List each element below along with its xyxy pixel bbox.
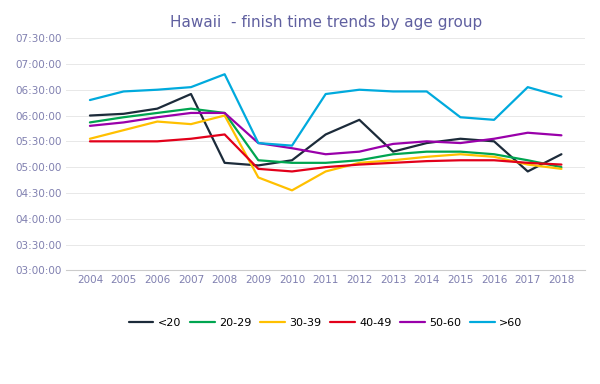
50-60	[423, 139, 430, 144]
<20	[86, 113, 94, 118]
20-29	[154, 111, 161, 115]
50-60	[255, 141, 262, 146]
20-29	[558, 165, 565, 169]
<20	[457, 136, 464, 141]
50-60	[187, 111, 194, 115]
50-60	[558, 133, 565, 137]
Line: 50-60: 50-60	[90, 113, 562, 154]
20-29	[423, 149, 430, 154]
>60	[558, 94, 565, 99]
30-39	[255, 175, 262, 180]
20-29	[255, 158, 262, 162]
>60	[187, 85, 194, 89]
40-49	[154, 139, 161, 144]
30-39	[154, 119, 161, 124]
30-39	[322, 169, 329, 174]
40-49	[356, 162, 363, 167]
50-60	[221, 111, 228, 115]
30-39	[356, 161, 363, 165]
20-29	[221, 111, 228, 115]
50-60	[289, 146, 296, 151]
50-60	[356, 149, 363, 154]
<20	[322, 132, 329, 137]
>60	[423, 89, 430, 94]
30-39	[289, 188, 296, 193]
50-60	[154, 115, 161, 119]
50-60	[120, 120, 127, 125]
Legend: <20, 20-29, 30-39, 40-49, 50-60, >60: <20, 20-29, 30-39, 40-49, 50-60, >60	[125, 313, 527, 332]
20-29	[322, 161, 329, 165]
20-29	[389, 152, 397, 157]
20-29	[457, 149, 464, 154]
50-60	[86, 124, 94, 128]
40-49	[389, 161, 397, 165]
40-49	[120, 139, 127, 144]
40-49	[86, 139, 94, 144]
30-39	[120, 128, 127, 132]
50-60	[490, 136, 497, 141]
50-60	[524, 131, 532, 135]
40-49	[289, 169, 296, 174]
40-49	[524, 161, 532, 165]
50-60	[322, 152, 329, 157]
>60	[289, 143, 296, 148]
20-29	[120, 115, 127, 119]
<20	[221, 161, 228, 165]
Line: >60: >60	[90, 74, 562, 146]
20-29	[490, 152, 497, 157]
30-39	[389, 158, 397, 162]
20-29	[524, 158, 532, 162]
40-49	[558, 162, 565, 167]
<20	[187, 92, 194, 96]
>60	[389, 89, 397, 94]
>60	[490, 118, 497, 122]
<20	[154, 106, 161, 111]
40-49	[322, 165, 329, 169]
40-49	[490, 158, 497, 162]
>60	[457, 115, 464, 119]
50-60	[389, 142, 397, 146]
<20	[120, 111, 127, 116]
Title: Hawaii  - finish time trends by age group: Hawaii - finish time trends by age group	[170, 15, 482, 30]
>60	[120, 89, 127, 94]
20-29	[356, 158, 363, 162]
30-39	[558, 167, 565, 171]
30-39	[524, 162, 532, 167]
<20	[490, 139, 497, 144]
Line: 30-39: 30-39	[90, 116, 562, 190]
20-29	[86, 120, 94, 125]
<20	[255, 163, 262, 168]
>60	[524, 85, 532, 89]
20-29	[187, 106, 194, 111]
<20	[289, 158, 296, 162]
Line: 20-29: 20-29	[90, 109, 562, 167]
<20	[423, 141, 430, 146]
<20	[356, 118, 363, 122]
40-49	[187, 136, 194, 141]
>60	[221, 72, 228, 76]
30-39	[490, 154, 497, 159]
>60	[322, 92, 329, 96]
>60	[86, 98, 94, 103]
30-39	[221, 113, 228, 118]
Line: 40-49: 40-49	[90, 134, 562, 171]
30-39	[86, 136, 94, 141]
40-49	[423, 159, 430, 164]
50-60	[457, 141, 464, 146]
40-49	[255, 167, 262, 171]
40-49	[221, 132, 228, 137]
>60	[255, 141, 262, 146]
30-39	[457, 152, 464, 157]
>60	[154, 88, 161, 92]
<20	[558, 152, 565, 157]
30-39	[187, 122, 194, 126]
40-49	[457, 158, 464, 162]
20-29	[289, 161, 296, 165]
30-39	[423, 154, 430, 159]
Line: <20: <20	[90, 94, 562, 171]
>60	[356, 88, 363, 92]
<20	[389, 149, 397, 154]
<20	[524, 169, 532, 174]
